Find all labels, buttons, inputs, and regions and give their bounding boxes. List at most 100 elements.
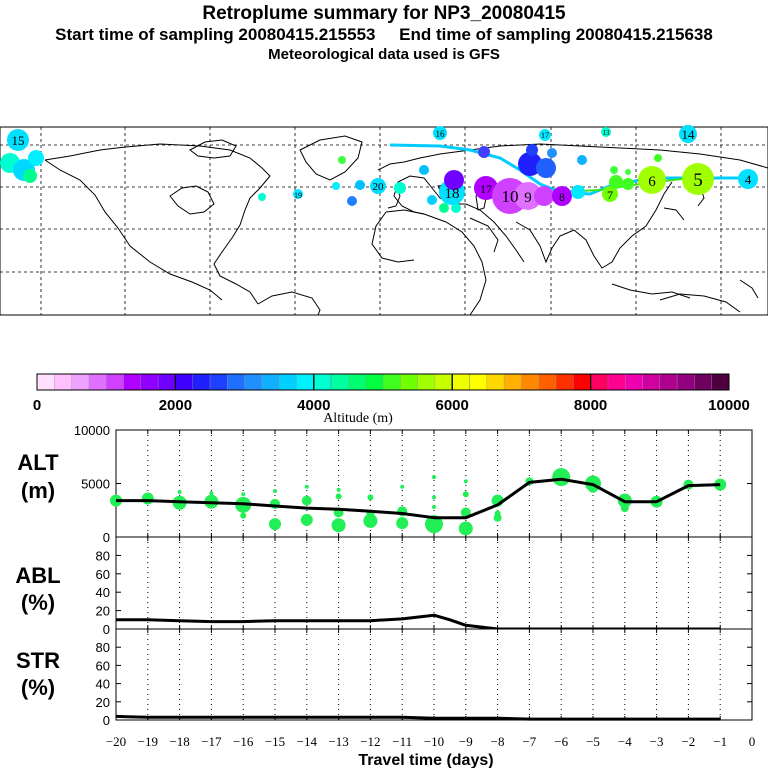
colorbar-cell [694,374,712,390]
colorbar-label: Altitude (m) [323,411,393,426]
panel-label: STR [16,648,60,673]
x-tick-label: −13 [328,734,348,749]
colorbar-tick-label: 4000 [297,397,330,414]
y-tick-label: 60 [96,567,110,582]
x-tick-label: −6 [554,734,568,749]
alt-scatter-point [241,492,246,497]
colorbar-cell [365,374,384,390]
colorbar-cell [677,374,695,390]
colorbar-cell [140,374,159,390]
alt-scatter-point [620,504,629,513]
series-line-str [115,714,721,721]
x-tick-label: −20 [106,734,126,749]
plume-label: 8 [559,190,565,204]
x-tick-label: −11 [392,734,412,749]
x-tick-label: −5 [586,734,600,749]
alt-scatter-point [335,493,342,500]
colorbar-cell [590,373,609,391]
alt-scatter-point [462,491,469,498]
altitude-colorbar: 0 2000 4000 6000 8000 10000 Altitude (m) [33,373,750,426]
panel-label: (%) [21,590,55,615]
alt-scatter-point [432,475,436,480]
plume-label: 10 [502,187,519,206]
panel-label: ALT [17,450,59,475]
x-tick-label: −9 [459,734,473,749]
y-tick-label: 5000 [81,477,110,492]
alt-scatter-point [240,512,247,519]
alt-scatter-point [714,478,727,491]
alt-scatter-point [141,492,154,505]
colorbar-cell [434,374,453,390]
alt-scatter-point [400,484,405,489]
panel-label: (m) [21,478,55,503]
colorbar-cell [486,374,505,390]
chart-title: Retroplume summary for NP3_20080415 [202,3,566,24]
colorbar-cell [174,373,194,391]
colorbar-tick-label: 2000 [159,397,192,414]
colorbar-cell [54,374,72,390]
colorbar-cell [261,374,280,390]
alt-scatter-point [460,507,471,518]
colorbar-cell [556,374,574,390]
colorbar-tick-label: 10000 [708,397,750,414]
plume-label: 9 [524,190,532,206]
alt-scatter-point [432,505,436,510]
colorbar-cell [88,374,107,390]
colorbar-cell [106,374,124,390]
x-tick-label: −3 [650,734,664,749]
plume-label: 13 [603,129,611,137]
x-tick-label: −8 [491,734,505,749]
plume-label: 18 [445,186,460,202]
plume-label: 17 [541,131,549,140]
plume-label: 20 [373,181,385,193]
x-tick-label: −12 [360,734,380,749]
colorbar-cell [659,374,678,390]
colorbar-cell [469,374,488,390]
x-tick-label: −1 [713,734,727,749]
alt-scatter-point [336,487,341,492]
x-tick-label: −7 [522,734,536,749]
x-tick-label: −2 [681,734,695,749]
x-tick-label: −19 [138,734,158,749]
colorbar-cell [400,374,418,390]
panel-abl: 0 20 40 60 80 ABL(%) [15,536,753,637]
y-tick-label: 0 [103,530,110,545]
x-tick-label: −17 [201,734,222,749]
coastlines [44,135,768,316]
colorbar-cell [504,374,522,390]
colorbar-cell [296,374,315,390]
plume-label: 19 [294,191,302,200]
colorbar-cell [37,374,55,390]
plume-markers [0,125,758,214]
alt-scatter-point [300,513,313,526]
time-series-panels: 0500010000ALT(m)020406080ABL(%)020406080… [15,423,755,768]
x-tick-label: −14 [297,734,318,749]
colorbar-cell [313,373,332,391]
alt-scatter-point [273,488,277,493]
x-tick-label: −4 [618,734,632,749]
colorbar-tick-label: 0 [33,397,41,414]
y-tick-label: 40 [96,585,110,600]
y-tick-label: 40 [96,677,110,692]
colorbar-cell [711,374,730,390]
x-tick-label: −18 [169,734,189,749]
colorbar-cell [123,374,142,390]
x-tick-label: −15 [265,734,285,749]
colorbar-cell [417,374,436,390]
x-axis-label: Travel time (days) [358,752,493,768]
alt-scatter-point [363,513,378,528]
plume-label: 4 [745,172,752,187]
x-tick-label: −10 [424,734,444,749]
alt-scatter-point [494,510,501,517]
colorbar-cell [192,374,211,390]
met-data-note: Meteorological data used is GFS [268,46,500,63]
y-tick-label: 80 [96,640,110,655]
colorbar-cell [348,374,366,390]
plume-label: 15 [12,133,25,148]
x-axis: −20 −19 −18 −17 −16 −15 −14 −13 −12 −11 −10 −9 −8 −7−… [106,734,755,768]
world-map: 15 16 17 13 14 19 20 18 17 10 9 8 7 6 5 … [0,125,768,316]
plume-labels: 15 16 17 13 14 19 20 18 17 10 9 8 7 6 5 … [12,127,752,206]
colorbar-cell [244,374,263,390]
colorbar-cell [227,374,245,390]
alt-scatter-point [425,515,443,534]
